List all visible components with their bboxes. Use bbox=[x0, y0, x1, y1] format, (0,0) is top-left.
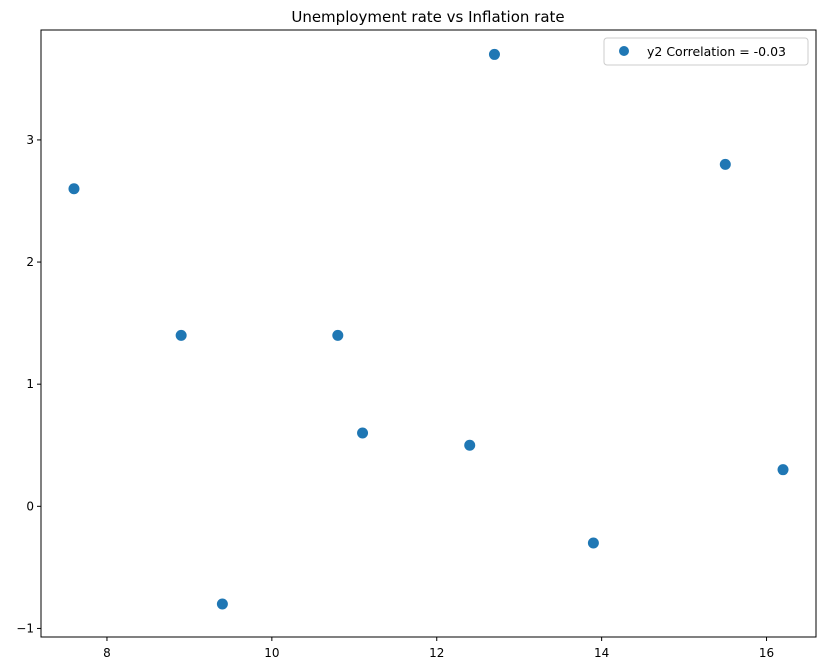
legend-marker bbox=[619, 46, 629, 56]
data-point bbox=[357, 427, 369, 439]
data-point bbox=[488, 48, 500, 60]
data-point bbox=[464, 439, 476, 451]
y-tick-label: 2 bbox=[26, 255, 34, 269]
y-tick-label: 3 bbox=[26, 133, 34, 147]
data-point bbox=[587, 537, 599, 549]
x-tick-label: 16 bbox=[759, 646, 774, 660]
legend-box bbox=[603, 37, 809, 66]
data-point bbox=[216, 598, 228, 610]
y-tick-label: 1 bbox=[26, 377, 34, 391]
plot-area-frame bbox=[40, 29, 817, 638]
points-layer bbox=[68, 48, 789, 610]
data-point bbox=[332, 329, 344, 341]
data-point bbox=[719, 158, 731, 170]
chart-title: Unemployment rate vs Inflation rate bbox=[291, 8, 564, 26]
x-tick-label: 12 bbox=[429, 646, 444, 660]
x-tick-label: 10 bbox=[264, 646, 279, 660]
data-point bbox=[175, 329, 187, 341]
legend-label: y2 Correlation = -0.03 bbox=[647, 44, 786, 59]
y-tick-label: 0 bbox=[26, 499, 34, 513]
data-point bbox=[777, 464, 789, 476]
legend: y2 Correlation = -0.03 bbox=[603, 37, 809, 66]
x-tick-label: 8 bbox=[103, 646, 111, 660]
y-tick-label: −1 bbox=[16, 621, 34, 635]
x-axis: 8 10 12 14 16 bbox=[103, 637, 774, 660]
data-point bbox=[68, 183, 80, 195]
y-axis: −1 0 1 2 3 bbox=[16, 133, 41, 635]
x-tick-label: 14 bbox=[594, 646, 609, 660]
